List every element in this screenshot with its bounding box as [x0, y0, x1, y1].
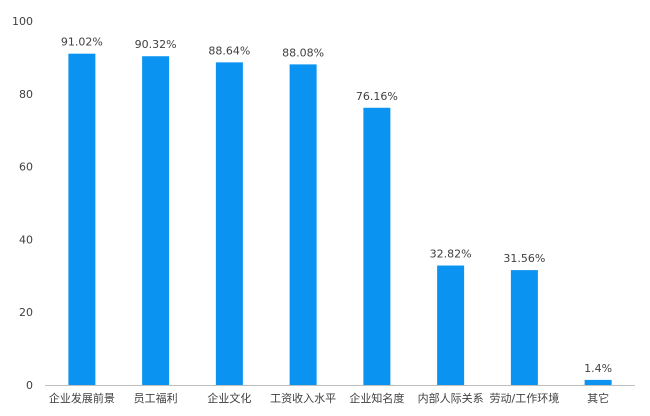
x-tick-label: 企业发展前景 [49, 391, 115, 405]
y-tick-label: 20 [19, 306, 33, 319]
data-label: 88.08% [282, 46, 324, 59]
bar [510, 270, 538, 385]
x-tick-label: 企业文化 [207, 391, 251, 405]
bar [437, 265, 465, 385]
data-label: 1.4% [584, 362, 612, 375]
y-tick-label: 100 [12, 15, 33, 28]
y-tick-label: 40 [19, 233, 33, 246]
y-tick-label: 60 [19, 161, 33, 174]
x-tick-label: 企业知名度 [349, 391, 404, 405]
data-label: 88.64% [208, 44, 250, 57]
bar [215, 62, 243, 385]
bar [289, 64, 317, 386]
bar [142, 56, 170, 385]
x-axis-category-labels: 企业发展前景 员工福利 企业文化 工资收入水平 企业知名度 内部人际关系 劳动/工作环境 其它 [49, 391, 609, 405]
bar [68, 53, 96, 386]
data-label: 76.16% [356, 90, 398, 103]
data-labels: 91.02% 90.32% 88.64% 88.08% 76.16% 32.82% 31.5… [61, 36, 612, 375]
x-tick-label: 员工福利 [134, 391, 178, 405]
x-tick-label: 其它 [587, 391, 609, 405]
x-tick-label: 工资收入水平 [270, 391, 336, 405]
data-label: 91.02% [61, 36, 103, 49]
bar [363, 107, 391, 386]
bar [584, 379, 612, 385]
y-axis-tick-labels: 0 20 40 60 80 100 [12, 15, 33, 392]
y-tick-label: 0 [26, 379, 33, 392]
data-label: 32.82% [430, 248, 472, 261]
data-label: 31.56% [503, 252, 545, 265]
y-tick-label: 80 [19, 88, 33, 101]
x-tick-label: 劳动/工作环境 [490, 391, 560, 405]
bar-series [68, 53, 612, 386]
data-label: 90.32% [135, 38, 177, 51]
x-tick-label: 内部人际关系 [418, 391, 484, 405]
